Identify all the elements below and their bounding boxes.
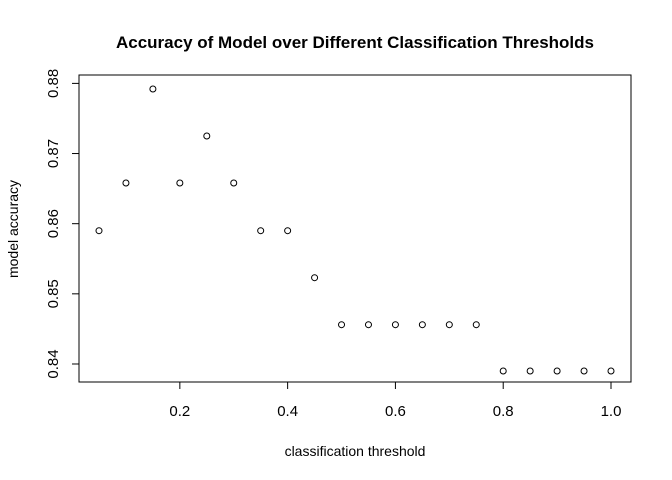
data-point (122, 179, 130, 187)
data-point (553, 367, 561, 375)
chart-title: Accuracy of Model over Different Classif… (116, 33, 594, 52)
data-point (284, 227, 292, 235)
data-point (364, 321, 372, 329)
data-point (149, 85, 157, 93)
data-point (338, 321, 346, 329)
y-tick-label: 0.84 (45, 349, 62, 378)
plot-frame (78, 74, 632, 383)
data-points (95, 85, 615, 375)
y-axis: 0.84 0.85 0.86 0.87 0.88 (45, 69, 80, 379)
x-tick-label: 0.2 (169, 403, 190, 420)
data-point (445, 321, 453, 329)
data-point (607, 367, 615, 375)
x-tick-label: 0.8 (493, 403, 514, 420)
data-point (499, 367, 507, 375)
y-tick-label: 0.88 (45, 69, 62, 98)
data-point (526, 367, 534, 375)
x-axis: 0.2 0.4 0.6 0.8 1.0 (169, 381, 622, 420)
x-axis-label: classification threshold (285, 443, 426, 459)
data-point (391, 321, 399, 329)
data-point (95, 227, 103, 235)
x-tick-label: 1.0 (601, 403, 622, 420)
y-tick-label: 0.86 (45, 209, 62, 238)
data-point (257, 227, 265, 235)
data-point (311, 274, 319, 282)
x-tick-label: 0.4 (277, 403, 298, 420)
data-point (472, 321, 480, 329)
x-tick-label: 0.6 (385, 403, 406, 420)
data-point (580, 367, 588, 375)
data-point (230, 179, 238, 187)
y-axis-label: model accuracy (5, 180, 21, 278)
y-tick-label: 0.87 (45, 139, 62, 168)
data-point (176, 179, 184, 187)
y-tick-label: 0.85 (45, 279, 62, 308)
data-point (418, 321, 426, 329)
data-point (203, 132, 211, 140)
